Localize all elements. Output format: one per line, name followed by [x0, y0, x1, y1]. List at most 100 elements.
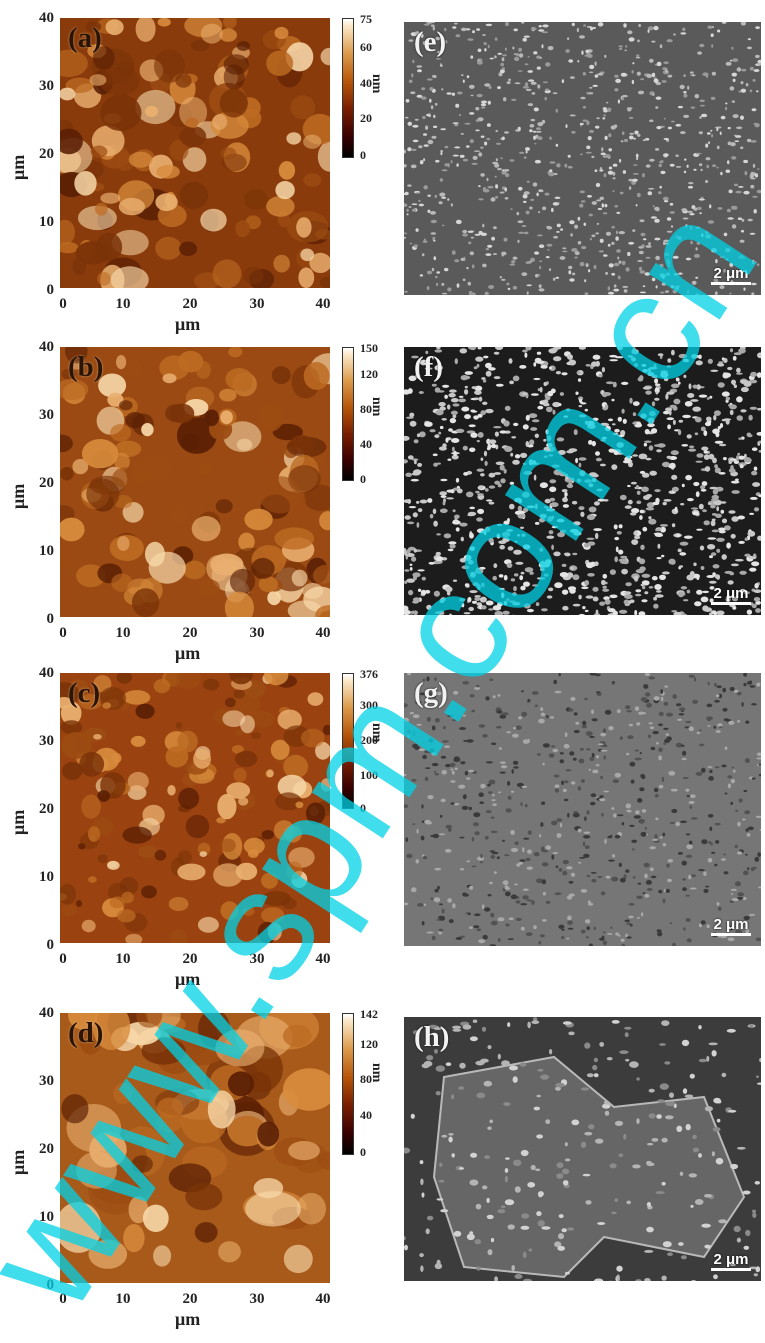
- sem-surface-particle: [560, 572, 568, 577]
- sem-surface-particle: [702, 605, 708, 611]
- afm-surface-feature: [117, 536, 129, 551]
- sem-surface-particle: [479, 792, 484, 797]
- sem-surface-particle: [522, 393, 527, 396]
- sem-surface-particle: [568, 586, 576, 591]
- sem-surface-particle: [619, 159, 621, 163]
- sem-surface-particle: [488, 45, 490, 49]
- sem-surface-particle: [568, 270, 571, 274]
- sem-surface-particle: [434, 897, 440, 902]
- panel-label-d: (d): [68, 1017, 103, 1050]
- sem-surface-particle: [638, 377, 644, 382]
- sem-surface-particle: [627, 252, 630, 256]
- sem-surface-particle: [527, 867, 533, 870]
- sem-surface-particle: [649, 1113, 656, 1118]
- sem-surface-particle: [705, 466, 710, 472]
- afm-surface-feature: [143, 1205, 169, 1232]
- sem-surface-particle: [465, 386, 468, 389]
- sem-surface-particle: [579, 35, 585, 38]
- sem-surface-particle: [654, 79, 659, 83]
- sem-surface-particle: [619, 231, 625, 234]
- sem-surface-particle: [533, 182, 538, 186]
- sem-surface-particle: [488, 791, 493, 793]
- sem-surface-particle: [419, 204, 424, 207]
- sem-surface-particle: [734, 184, 738, 187]
- sem-surface-particle: [573, 521, 581, 525]
- afm-surface-feature: [274, 527, 314, 549]
- sem-surface-particle: [470, 251, 474, 255]
- sem-surface-particle: [584, 1042, 590, 1048]
- sem-surface-particle: [708, 858, 713, 863]
- sem-surface-particle: [524, 156, 527, 159]
- sem-surface-particle: [427, 195, 431, 197]
- sem-surface-particle: [599, 602, 605, 606]
- colorbar-a-tick-0: 75: [360, 12, 372, 27]
- sem-surface-particle: [755, 608, 761, 613]
- sem-surface-particle: [728, 127, 731, 129]
- sem-surface-particle: [605, 136, 608, 140]
- sem-surface-particle: [497, 1209, 505, 1213]
- sem-surface-particle: [456, 527, 460, 531]
- sem-surface-particle: [606, 876, 611, 879]
- sem-surface-particle: [569, 751, 574, 755]
- sem-surface-particle: [452, 1153, 455, 1157]
- sem-surface-particle: [642, 369, 647, 373]
- afm-surface-feature: [179, 242, 197, 257]
- sem-surface-particle: [425, 767, 430, 769]
- sem-surface-particle: [582, 725, 587, 728]
- sem-surface-particle: [725, 248, 731, 252]
- sem-surface-particle: [612, 1020, 620, 1024]
- sem-surface-particle: [412, 60, 414, 64]
- sem-surface-particle: [509, 1066, 518, 1071]
- sem-surface-particle: [562, 497, 568, 502]
- sem-surface-particle: [711, 852, 715, 854]
- sem-surface-particle: [527, 505, 535, 508]
- sem-surface-particle: [597, 1222, 605, 1225]
- sem-surface-particle: [684, 359, 689, 362]
- sem-surface-particle: [679, 354, 688, 358]
- sem-surface-particle: [570, 114, 576, 116]
- sem-surface-particle: [679, 420, 684, 423]
- sem-surface-particle: [444, 395, 448, 399]
- panel-label-h: (h): [414, 1021, 449, 1054]
- sem-surface-particle: [535, 1169, 540, 1172]
- sem-surface-particle: [499, 574, 504, 578]
- sem-surface-particle: [663, 502, 667, 505]
- sem-surface-particle: [693, 1148, 699, 1153]
- sem-surface-particle: [649, 59, 654, 63]
- sem-surface-particle: [548, 46, 554, 50]
- sem-surface-particle: [440, 1209, 448, 1212]
- afm-image-c: (c): [60, 673, 330, 943]
- sem-surface-particle: [597, 489, 603, 492]
- sem-surface-particle: [527, 70, 533, 73]
- sem-surface-particle: [535, 274, 539, 278]
- sem-surface-particle: [544, 506, 549, 509]
- sem-surface-particle: [689, 1173, 697, 1177]
- sem-surface-particle: [477, 469, 485, 472]
- afm-surface-feature: [306, 802, 325, 824]
- sem-surface-particle: [407, 735, 410, 737]
- sem-surface-particle: [700, 546, 704, 551]
- sem-surface-particle: [501, 279, 505, 281]
- sem-surface-particle: [634, 576, 639, 581]
- sem-surface-particle: [735, 845, 738, 848]
- sem-surface-particle: [417, 903, 423, 907]
- sem-surface-particle: [427, 286, 430, 290]
- sem-surface-particle: [675, 236, 678, 239]
- sem-surface-particle: [498, 588, 504, 590]
- sem-surface-particle: [452, 447, 455, 452]
- sem-surface-particle: [614, 537, 619, 540]
- sem-surface-particle: [745, 538, 748, 541]
- sem-surface-particle: [754, 467, 758, 471]
- afm-surface-feature: [245, 1191, 301, 1226]
- sem-surface-particle: [686, 1124, 691, 1130]
- sem-surface-particle: [737, 822, 741, 827]
- sem-surface-particle: [732, 58, 738, 62]
- sem-surface-particle: [619, 863, 622, 867]
- sem-surface-particle: [461, 537, 464, 542]
- sem-surface-particle: [633, 401, 640, 406]
- sem-surface-particle: [546, 443, 553, 447]
- sem-surface-particle: [501, 765, 507, 768]
- sem-surface-particle: [717, 146, 720, 150]
- sem-surface-particle: [539, 25, 542, 27]
- sem-surface-particle: [722, 708, 727, 712]
